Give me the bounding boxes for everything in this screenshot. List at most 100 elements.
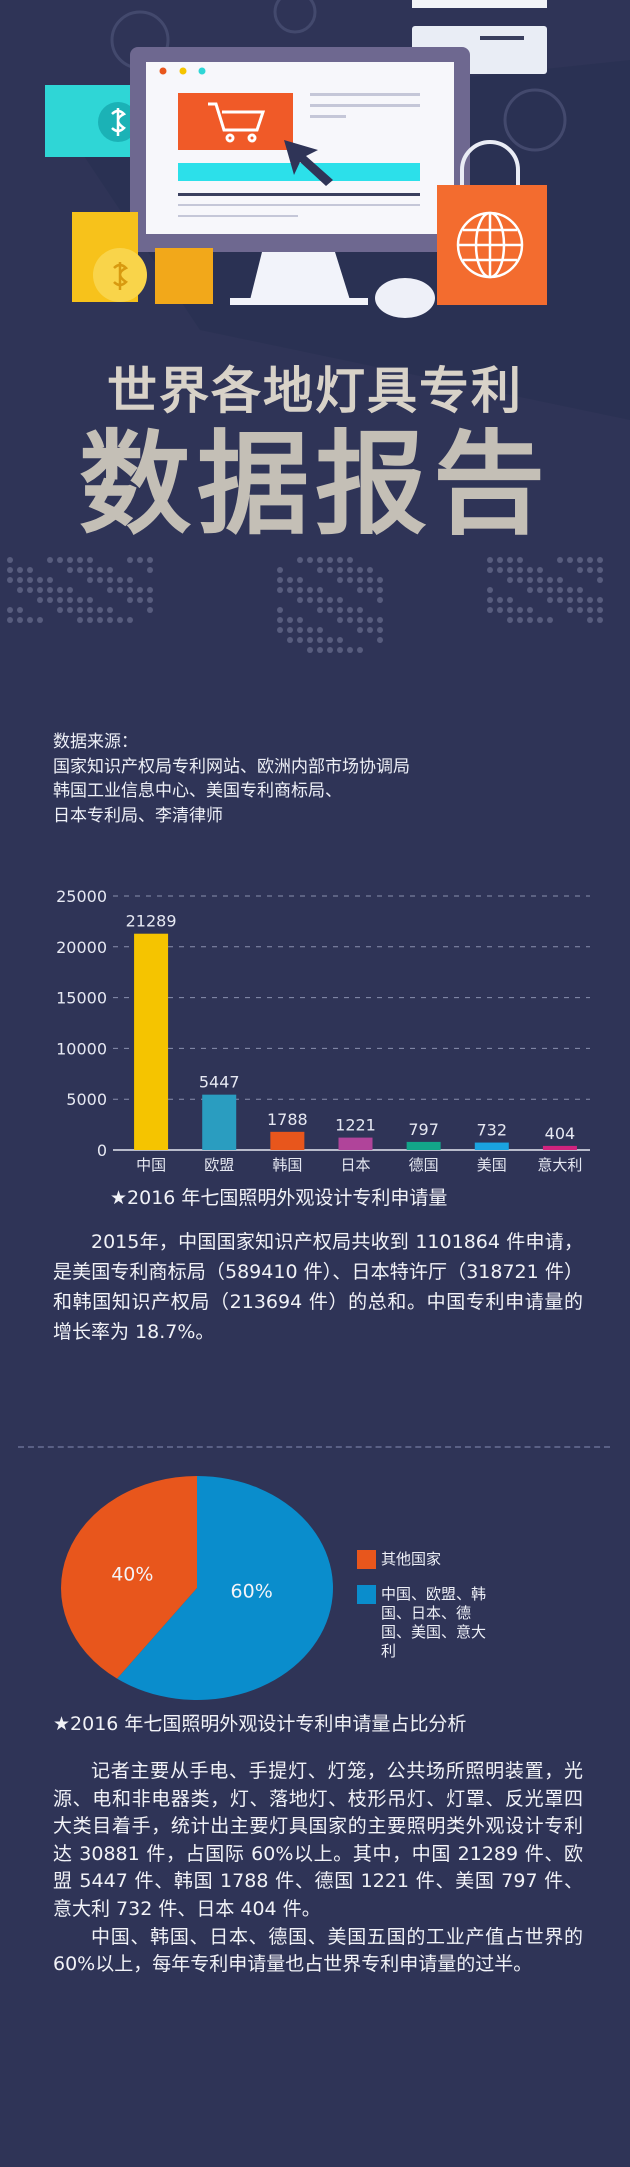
map-dot [307,587,313,593]
map-dot [597,617,603,623]
map-dot [87,597,93,603]
map-dot [307,597,313,603]
map-dot [147,597,153,603]
map-dot [507,567,513,573]
map-dot [337,647,343,653]
pie-chart-caption: ★2016 年七国照明外观设计专利申请量占比分析 [53,1713,467,1735]
map-dot [317,607,323,613]
map-dot [337,557,343,563]
category-label: 欧盟 [204,1156,234,1174]
map-dot [487,567,493,573]
bar-日本 [338,1137,373,1150]
map-dot [327,567,333,573]
map-dot [527,577,533,583]
map-dot [537,567,543,573]
category-label: 韩国 [272,1156,302,1174]
map-dot [367,577,373,583]
hero-illustration [7,0,630,653]
y-tick-label: 5000 [66,1090,107,1109]
map-dot [377,577,383,583]
map-dot [67,557,73,563]
map-dot [17,607,23,613]
map-dot [77,607,83,613]
legend-swatch [357,1550,376,1569]
category-label: 美国 [477,1156,507,1174]
map-dot [87,617,93,623]
map-dot [307,627,313,633]
data-label: 797 [408,1120,439,1139]
map-dot [127,587,133,593]
map-dot [507,557,513,563]
map-dot [537,587,543,593]
map-dot [367,627,373,633]
map-dot [357,647,363,653]
map-dot [497,567,503,573]
map-dot [597,557,603,563]
map-dot [527,587,533,593]
map-dot [107,607,113,613]
map-dot [487,597,493,603]
map-dot [77,567,83,573]
bar-德国 [406,1141,441,1150]
paragraph-2: 记者主要从手电、手提灯、灯笼，公共场所照明装置，光源、电和非电器类，灯、落地灯、… [53,1760,583,1976]
map-dot [7,557,13,563]
map-dot [147,567,153,573]
map-dot [127,597,133,603]
map-dot [287,587,293,593]
source-line: 国家知识产权局专利网站、欧洲内部市场协调局 [53,756,410,777]
map-dot [67,587,73,593]
map-dot [507,597,513,603]
map-dot [547,617,553,623]
map-dot [327,557,333,563]
map-dot [97,567,103,573]
map-dot [127,617,133,623]
map-dot [117,577,123,583]
map-dot [307,557,313,563]
map-dot [327,607,333,613]
map-dot [137,587,143,593]
map-dot [297,557,303,563]
map-dot [107,587,113,593]
map-dot [597,597,603,603]
map-dot [487,557,493,563]
map-dot [347,607,353,613]
map-dot [337,577,343,583]
map-dot [47,597,53,603]
bar-中国 [134,933,169,1150]
map-dot [47,587,53,593]
map-dot [7,577,13,583]
map-dot [577,567,583,573]
map-dot [347,647,353,653]
map-dot [367,617,373,623]
map-dot [367,567,373,573]
legend-swatch [357,1585,376,1604]
map-dot [7,617,13,623]
map-dot [287,627,293,633]
map-dot [557,557,563,563]
map-dot [577,557,583,563]
map-dot [547,587,553,593]
map-dot [87,567,93,573]
map-dot [567,587,573,593]
map-dot [357,607,363,613]
data-label: 732 [477,1121,508,1140]
slice-label: 60% [231,1581,273,1603]
map-dot [587,557,593,563]
map-dot [107,617,113,623]
map-dot [337,637,343,643]
map-dot [557,597,563,603]
map-dot [297,617,303,623]
pie-slice [60,1476,197,1679]
category-label: 中国 [136,1156,166,1174]
map-dot [377,627,383,633]
map-dot [77,617,83,623]
y-tick-label: 0 [97,1141,107,1160]
map-dot [277,607,283,613]
map-dot [317,647,323,653]
map-dot [317,557,323,563]
map-dot [547,597,553,603]
bar-欧盟 [202,1094,237,1150]
category-label: 意大利 [537,1156,582,1174]
map-dot [327,597,333,603]
